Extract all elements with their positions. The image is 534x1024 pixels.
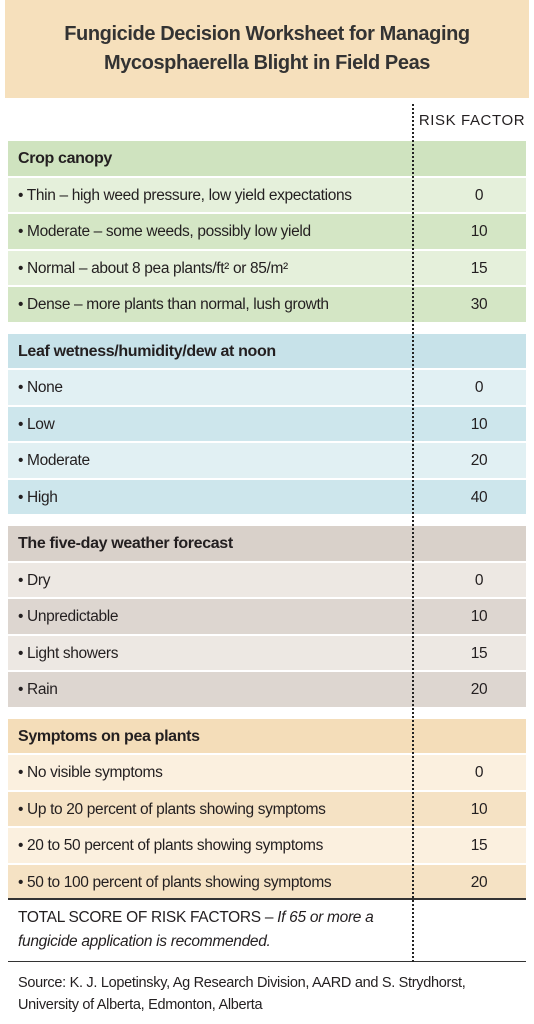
total-label: TOTAL SCORE OF RISK FACTORS – — [18, 909, 278, 926]
title-line: Mycosphaerella Blight in Field Peas — [103, 52, 431, 74]
table-row: • Moderate – some weeds, possibly low yi… — [8, 214, 526, 251]
table-row: • Moderate 20 — [8, 443, 526, 480]
risk-value: 15 — [470, 837, 488, 854]
row-label: • None — [18, 379, 63, 396]
divider — [412, 104, 414, 962]
table-row: • High 40 — [8, 479, 526, 516]
row-label: • Rain — [18, 681, 58, 698]
section-heading: Symptoms on pea plants — [8, 718, 526, 755]
risk-value: 0 — [474, 764, 484, 781]
risk-value: 10 — [470, 800, 488, 818]
row-label: • 20 to 50 percent of plants showing sym… — [18, 837, 324, 854]
table-row: • 20 to 50 percent of plants showing sym… — [8, 828, 526, 865]
risk-value: 15 — [470, 259, 488, 277]
section-title: Leaf wetness/humidity/dew at noon — [18, 342, 276, 360]
section-title: Symptoms on pea plants — [18, 727, 200, 745]
title: Fungicide Decision Worksheet for Managin… — [5, 0, 529, 98]
table-row: • No visible symptoms 0 — [8, 755, 526, 792]
table-row: • 50 to 100 percent of plants showing sy… — [8, 864, 526, 901]
section-heading: Crop canopy — [8, 141, 526, 178]
total: TOTAL SCORE OF RISK FACTORS – If 65 or m… — [18, 906, 403, 954]
risk-value: 15 — [470, 644, 488, 662]
title-line: Fungicide Decision Worksheet for Managin… — [64, 23, 470, 45]
source-line: Source: K. J. Lopetinsky, Ag Research Di… — [18, 975, 466, 991]
row-label: • Moderate – some weeds, possibly low yi… — [18, 223, 311, 240]
table-row: • Thin – high weed pressure, low yield e… — [8, 177, 526, 214]
table-row: • Up to 20 percent of plants showing sym… — [8, 791, 526, 828]
section-heading: The five-day weather forecast — [8, 526, 526, 563]
table-row: • Rain 20 — [8, 672, 526, 709]
risk-value: 10 — [470, 608, 488, 625]
risk-value: 20 — [470, 681, 488, 698]
risk-value: 20 — [470, 452, 488, 469]
section-title: Crop canopy — [18, 150, 112, 167]
row-label: • Unpredictable — [18, 608, 119, 625]
risk-value: 10 — [470, 415, 488, 433]
row-label: • Up to 20 percent of plants showing sym… — [18, 800, 326, 818]
row-label: • Dry — [18, 571, 51, 589]
row-label: • Light showers — [18, 644, 119, 662]
section-heading: Leaf wetness/humidity/dew at noon — [8, 333, 526, 370]
table-row: • Unpredictable 10 — [8, 599, 526, 636]
source: Source: K. J. Lopetinsky, Ag Research Di… — [18, 972, 466, 1016]
row-label: • No visible symptoms — [18, 764, 163, 781]
row-label: • Moderate — [18, 452, 90, 469]
risk-value: 30 — [470, 296, 488, 313]
risk-value: 10 — [470, 223, 488, 240]
row-label: • Low — [18, 415, 55, 433]
rule — [8, 898, 526, 900]
table-row: • Dry 0 — [8, 562, 526, 599]
risk-value: 0 — [474, 571, 484, 589]
section-title: The five-day weather forecast — [18, 535, 233, 552]
risk-value: 20 — [470, 873, 488, 891]
risk-value: 0 — [474, 379, 484, 396]
row-label: • High — [18, 488, 58, 506]
row-label: • Dense – more plants than normal, lush … — [18, 296, 329, 313]
row-label: • Thin – high weed pressure, low yield e… — [18, 186, 352, 204]
table-row: • Normal – about 8 pea plants/ft² or 85/… — [8, 250, 526, 287]
risk-value: 40 — [470, 488, 488, 506]
row-label: • Normal – about 8 pea plants/ft² or 85/… — [18, 259, 288, 277]
table-row: • None 0 — [8, 370, 526, 407]
total-note: If 65 or more a fungicide application is… — [18, 909, 374, 950]
table-row: • Light showers 15 — [8, 635, 526, 672]
source-line: University of Alberta, Edmonton, Alberta — [18, 997, 263, 1013]
risk-value: 0 — [474, 186, 484, 204]
column-header: RISK FACTOR — [418, 112, 526, 129]
table-row: • Dense – more plants than normal, lush … — [8, 287, 526, 324]
table-row: • Low 10 — [8, 406, 526, 443]
row-label: • 50 to 100 percent of plants showing sy… — [18, 873, 332, 891]
rule — [8, 961, 526, 962]
